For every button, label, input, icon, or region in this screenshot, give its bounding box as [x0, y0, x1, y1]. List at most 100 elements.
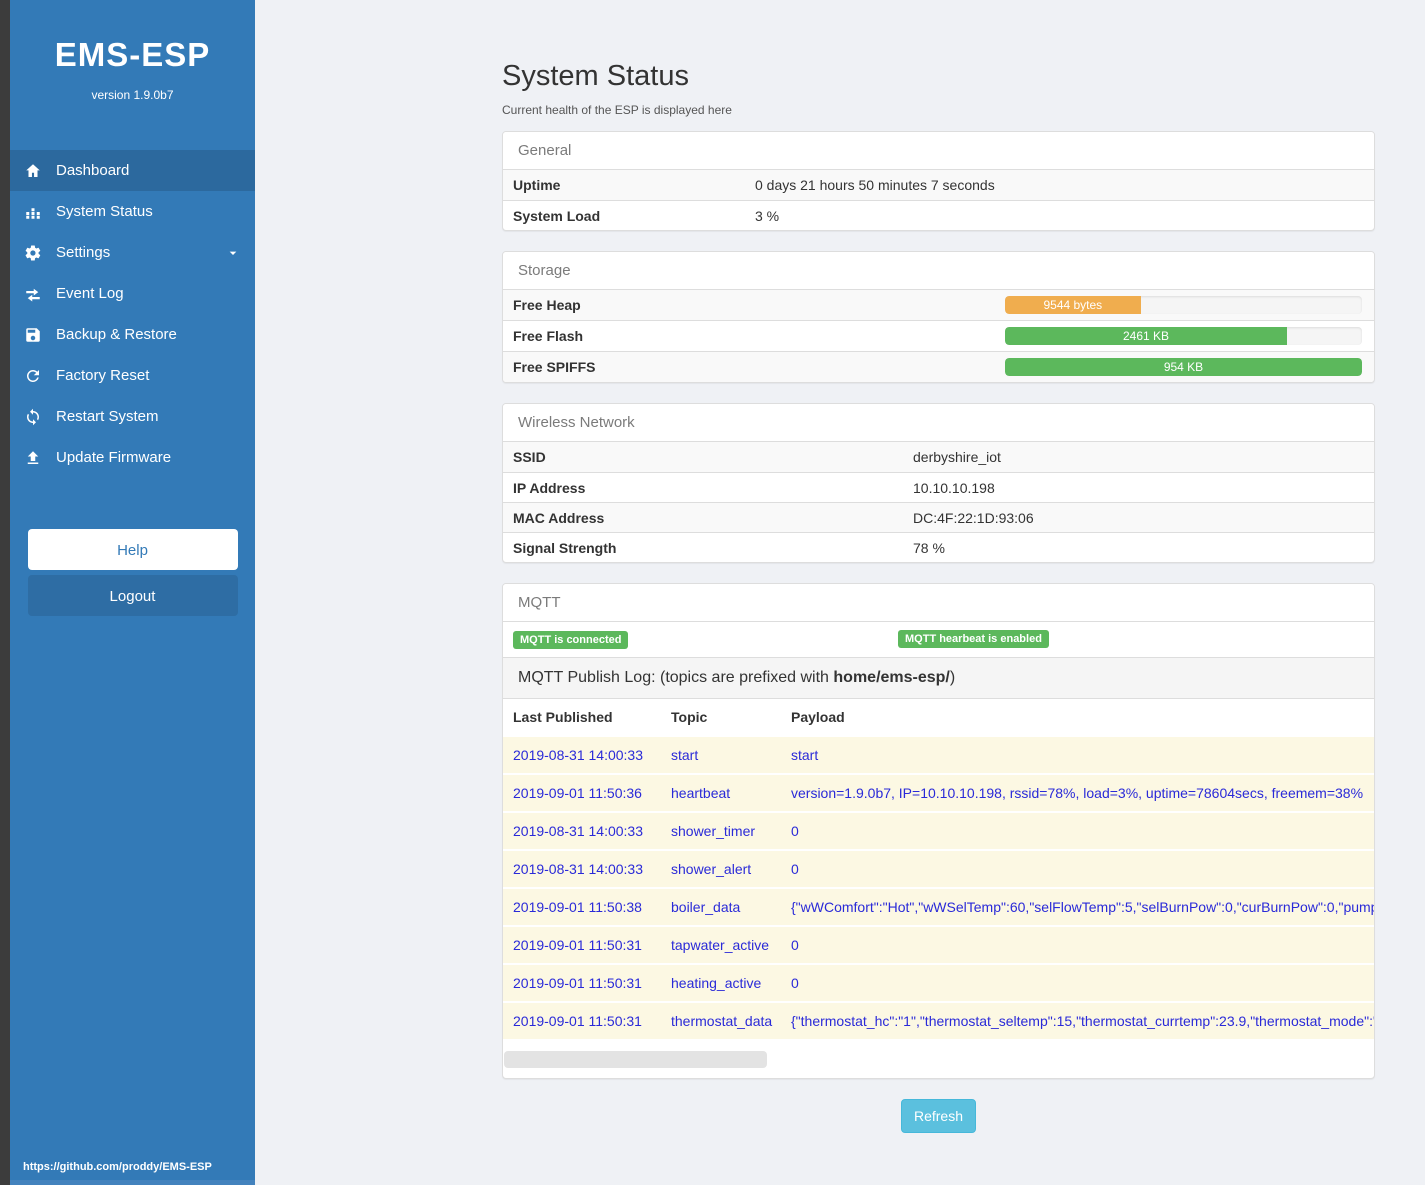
- system-status-icon: [23, 203, 43, 221]
- mqtt-connected-badge: MQTT is connected: [513, 631, 629, 649]
- log-topic: tapwater_active: [661, 925, 781, 964]
- wireless-row: SSID derbyshire_iot: [503, 442, 1374, 472]
- exchange-icon: [23, 285, 43, 303]
- log-topic: boiler_data: [661, 887, 781, 926]
- log-date: 2019-09-01 11:50:36: [503, 773, 661, 812]
- log-topic: heating_active: [661, 963, 781, 1002]
- storage-rows: Free Heap 9544 bytes Free Flash 2461 KB Free…: [503, 290, 1374, 382]
- log-date: 2019-09-01 11:50:31: [503, 925, 661, 964]
- sidebar-item-update-firmware[interactable]: Update Firmware: [10, 437, 255, 478]
- wireless-row: IP Address 10.10.10.198: [503, 472, 1374, 502]
- sidebar-item-system-status[interactable]: System Status: [10, 191, 255, 232]
- refresh-button[interactable]: Refresh: [900, 1099, 977, 1133]
- row-value: 3 %: [755, 207, 780, 224]
- log-payload: {"thermostat_hc":"1","thermostat_seltemp…: [781, 1001, 1374, 1039]
- row-value: 0 days 21 hours 50 minutes 7 seconds: [755, 177, 995, 193]
- log-payload: 0: [781, 963, 1374, 1002]
- col-topic: Topic: [661, 699, 781, 736]
- main-area: System Status Current health of the ESP …: [255, 0, 1425, 1185]
- horizontal-scrollbar: [504, 1051, 1374, 1068]
- wireless-row: Signal Strength 78 %: [503, 532, 1374, 562]
- mqtt-log-title-text: MQTT Publish Log: (topics are prefixed w…: [518, 669, 834, 686]
- log-date: 2019-08-31 14:00:33: [503, 811, 661, 850]
- sidebar-item-settings[interactable]: Settings: [10, 232, 255, 273]
- log-payload: 0: [781, 811, 1374, 850]
- storage-row: Free Heap 9544 bytes: [503, 290, 1374, 320]
- help-button[interactable]: Help: [27, 529, 238, 570]
- row-value: 78 %: [913, 539, 945, 556]
- log-topic: shower_alert: [661, 849, 781, 888]
- refresh-icon: [23, 367, 43, 385]
- save-icon: [23, 326, 43, 344]
- row-label: Free Flash: [513, 328, 584, 344]
- progress-label: 954 KB: [1163, 360, 1204, 374]
- mqtt-panel-title: MQTT: [503, 584, 1374, 622]
- app-title: EMS-ESP: [54, 36, 211, 73]
- general-panel-title: General: [503, 132, 1374, 170]
- progress-track: 2461 KB: [1005, 327, 1362, 345]
- log-payload: version=1.9.0b7, IP=10.10.10.198, rssid=…: [781, 773, 1374, 812]
- progress-track: 954 KB: [1005, 358, 1362, 376]
- sidebar-nav: Dashboard System Status Settings Event Log B…: [10, 150, 255, 478]
- page-title: System Status: [502, 60, 689, 92]
- log-date: 2019-09-01 11:50:31: [503, 963, 661, 1002]
- brand: EMS-ESP version 1.9.0b7: [10, 0, 255, 102]
- row-label: IP Address: [513, 479, 586, 496]
- logout-button[interactable]: Logout: [27, 575, 238, 616]
- row-label: Free Heap: [513, 297, 581, 313]
- row-value: DC:4F:22:1D:93:06: [913, 509, 1034, 526]
- home-icon: [23, 162, 43, 180]
- log-row: 2019-08-31 14:00:33 shower_timer 0: [503, 811, 1374, 850]
- row-label: Signal Strength: [513, 539, 617, 556]
- mqtt-badges-row: MQTT is connected MQTT hearbeat is enabl…: [503, 622, 1374, 657]
- storage-row: Free Flash 2461 KB: [503, 320, 1374, 351]
- sidebar-item-event-log[interactable]: Event Log: [10, 273, 255, 314]
- mqtt-topic-prefix: home/ems-esp/: [833, 669, 950, 686]
- log-payload: start: [781, 735, 1374, 774]
- app-version: version 1.9.0b7: [91, 88, 174, 102]
- storage-panel: Storage Free Heap 9544 bytes Free Flash 246…: [502, 251, 1375, 383]
- general-row: System Load 3 %: [503, 200, 1374, 230]
- github-link[interactable]: https://github.com/proddy/EMS-ESP: [23, 1161, 212, 1173]
- progress-label: 2461 KB: [1122, 329, 1170, 343]
- general-rows: Uptime 0 days 21 hours 50 minutes 7 secon…: [503, 170, 1374, 230]
- mqtt-panel: MQTT MQTT is connected MQTT hearbeat is …: [502, 583, 1375, 1079]
- wireless-panel-title: Wireless Network: [503, 404, 1374, 442]
- log-topic: shower_timer: [661, 811, 781, 850]
- log-payload: 0: [781, 849, 1374, 888]
- mqtt-log-title-end: ): [949, 669, 956, 686]
- sidebar-item-dashboard[interactable]: Dashboard: [10, 150, 255, 191]
- sidebar-item-backup-restore[interactable]: Backup & Restore: [10, 314, 255, 355]
- row-label: Uptime: [513, 177, 561, 193]
- log-topic: heartbeat: [661, 773, 781, 812]
- upload-icon: [23, 449, 43, 467]
- log-row: 2019-08-31 14:00:33 shower_alert 0: [503, 849, 1374, 888]
- mqtt-heartbeat-badge: MQTT hearbeat is enabled: [898, 630, 1049, 648]
- log-date: 2019-09-01 11:50:38: [503, 887, 661, 926]
- log-row: 2019-09-01 11:50:31 heating_active 0: [503, 963, 1374, 1002]
- log-date: 2019-08-31 14:00:33: [503, 849, 661, 888]
- log-payload: 0: [781, 925, 1374, 964]
- log-row: 2019-09-01 11:50:38 boiler_data {"wWComfor…: [503, 887, 1374, 926]
- progress-bar: 9544 bytes: [1005, 296, 1141, 314]
- col-payload: Payload: [781, 699, 1374, 736]
- mqtt-log-table: Last Published Topic Payload 2019-08-31 …: [503, 699, 1374, 1039]
- log-rows: 2019-08-31 14:00:33 start start 2019-09-01 …: [503, 735, 1374, 1039]
- log-header-row: Last Published Topic Payload: [503, 699, 1374, 736]
- scrollbar-thumb[interactable]: [504, 1051, 767, 1068]
- progress-bar: 954 KB: [1005, 358, 1362, 376]
- log-row: 2019-09-01 11:50:36 heartbeat version=1.9.…: [503, 773, 1374, 812]
- log-row: 2019-09-01 11:50:31 tapwater_active 0: [503, 925, 1374, 964]
- row-value: derbyshire_iot: [913, 449, 1001, 465]
- chevron-down-icon: [225, 245, 241, 261]
- sidebar-item-factory-reset[interactable]: Factory Reset: [10, 355, 255, 396]
- log-date: 2019-09-01 11:50:31: [503, 1001, 661, 1039]
- wireless-panel: Wireless Network SSID derbyshire_iot IP Ad…: [502, 403, 1375, 563]
- wireless-row: MAC Address DC:4F:22:1D:93:06: [503, 502, 1374, 532]
- progress-label: 9544 bytes: [1043, 298, 1103, 312]
- sidebar-item-restart-system[interactable]: Restart System: [10, 396, 255, 437]
- log-row: 2019-08-31 14:00:33 start start: [503, 735, 1374, 774]
- wireless-rows: SSID derbyshire_iot IP Address 10.10.10.198…: [503, 442, 1374, 562]
- sync-icon: [23, 408, 43, 426]
- log-topic: start: [661, 735, 781, 774]
